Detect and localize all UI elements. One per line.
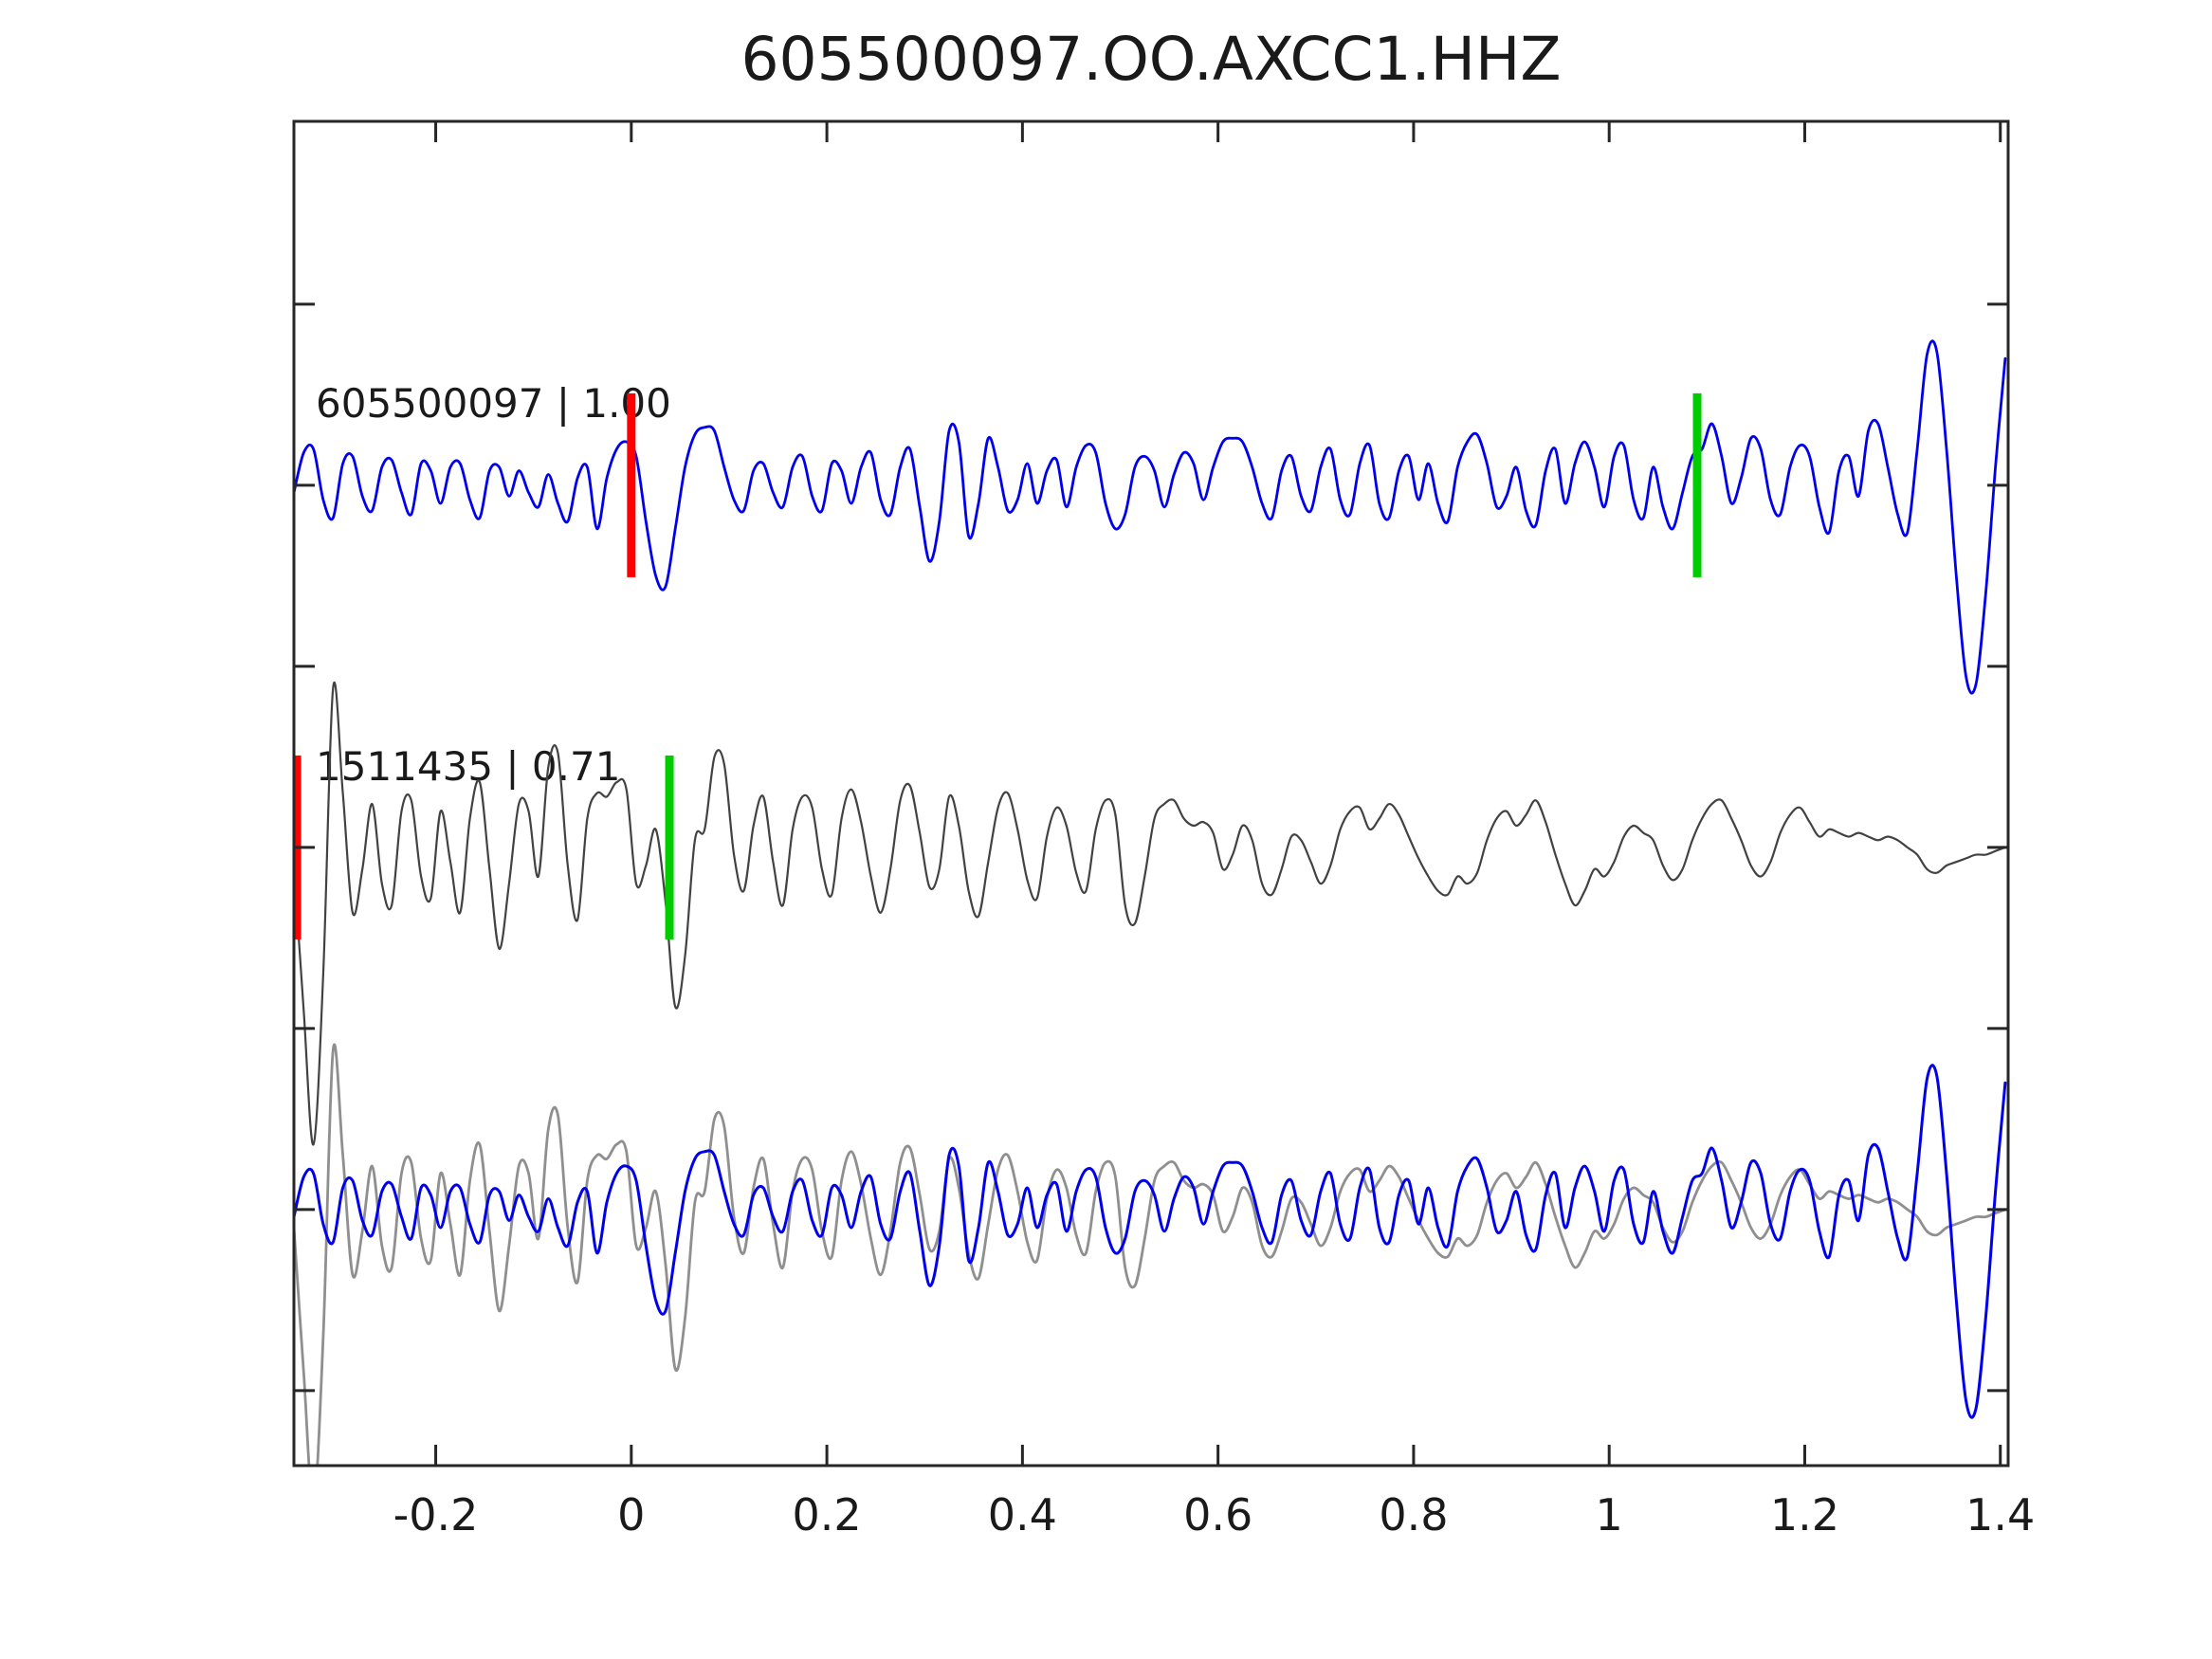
x-tick-label: 0.4 [988,1489,1057,1540]
trace-labels: 605500097 | 1.00 1511435 | 0.71 [316,380,671,790]
axis-tick-labels: -0.2 0 0.2 0.4 0.6 0.8 1 1.2 1.4 [393,1489,2036,1540]
axis-ticks [294,121,2008,1466]
x-tick-label: 1 [1596,1489,1623,1540]
trace-overlay-detection [294,1043,2007,1466]
pick-marker-template-pick-green [1692,392,1702,577]
x-tick-label: 0.8 [1379,1489,1448,1540]
x-tick-label: 1.2 [1770,1489,1839,1540]
waveform-traces [294,339,2007,1466]
x-tick-label: 0 [617,1489,645,1540]
x-tick-label: 0.2 [793,1489,862,1540]
x-tick-label: 1.4 [1965,1489,2035,1540]
pick-marker-template-pick-red [627,392,636,577]
trace-template [294,339,2007,695]
detection-trace-label: 1511435 | 0.71 [316,743,620,790]
template-trace-label: 605500097 | 1.00 [316,380,671,427]
x-tick-label: 0.6 [1183,1489,1252,1540]
plot-frame [292,119,2010,1468]
chart-title: 605500097.OO.AXCC1.HHZ [740,25,1561,94]
trace-detection [294,681,2006,1146]
pick-marker-detection-pick-green [665,755,674,939]
trace-overlay-template [294,1064,2007,1419]
x-tick-label: -0.2 [393,1489,479,1540]
